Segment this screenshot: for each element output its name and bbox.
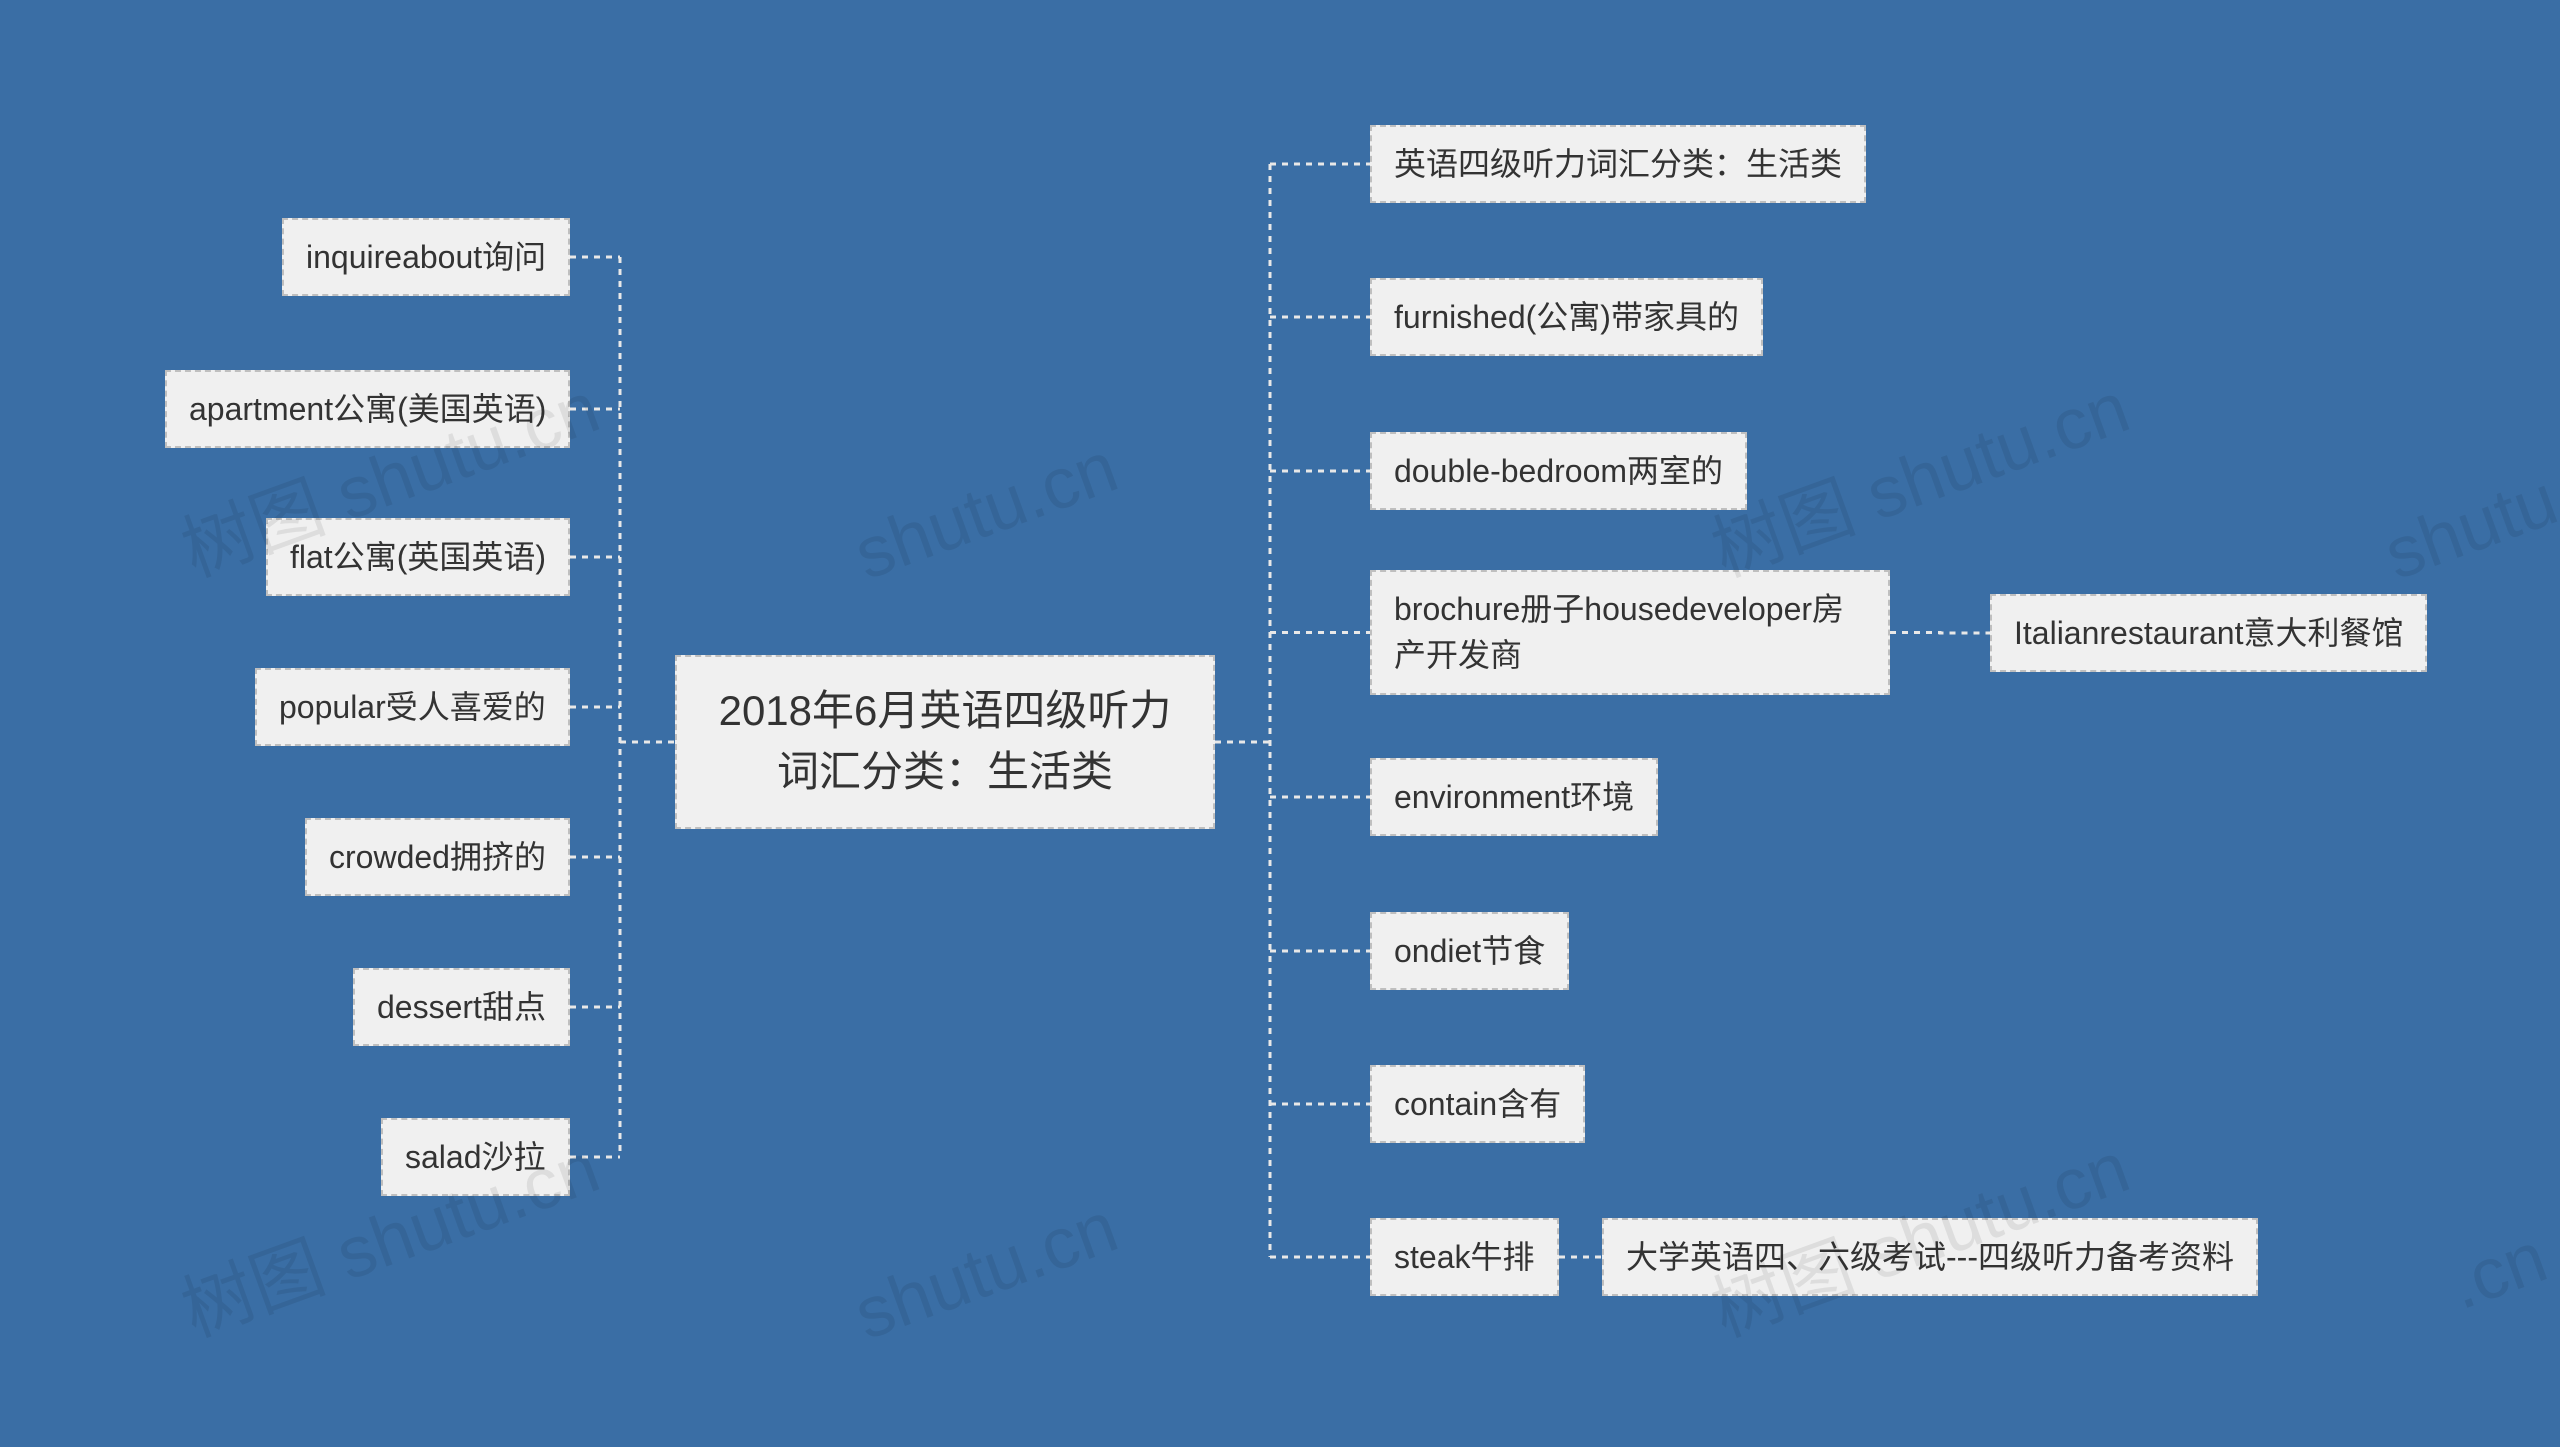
right-node-2: double-bedroom两室的	[1370, 432, 1747, 510]
right-node-1: furnished(公寓)带家具的	[1370, 278, 1763, 356]
right-node-0: 英语四级听力词汇分类：生活类	[1370, 125, 1866, 203]
right-node-4: environment环境	[1370, 758, 1658, 836]
watermark-3: shutu.cn	[2374, 426, 2560, 596]
left-node-6: salad沙拉	[381, 1118, 570, 1196]
connector	[1890, 633, 1990, 634]
left-node-3: popular受人喜爱的	[255, 668, 570, 746]
left-node-0: inquireabout询问	[282, 218, 570, 296]
right-node-5: ondiet节食	[1370, 912, 1569, 990]
left-node-2: flat公寓(英国英语)	[266, 518, 570, 596]
right-node-7: steak牛排	[1370, 1218, 1559, 1296]
right-node-3: brochure册子housedeveloper房产开发商	[1370, 570, 1890, 695]
watermark-2: 树图 shutu.cn	[1695, 349, 2141, 597]
right-node-3-child: Italianrestaurant意大利餐馆	[1990, 594, 2427, 672]
left-node-1: apartment公寓(美国英语)	[165, 370, 570, 448]
right-node-6: contain含有	[1370, 1065, 1585, 1143]
watermark-1: shutu.cn	[844, 426, 1128, 596]
watermark-7: .cn	[2439, 1216, 2557, 1326]
mindmap-canvas: 2018年6月英语四级听力词汇分类：生活类 inquireabout询问 apart…	[0, 0, 2560, 1447]
left-node-4: crowded拥挤的	[305, 818, 570, 896]
center-node: 2018年6月英语四级听力词汇分类：生活类	[675, 655, 1215, 829]
left-node-5: dessert甜点	[353, 968, 570, 1046]
right-node-7-child: 大学英语四、六级考试---四级听力备考资料	[1602, 1218, 2258, 1296]
watermark-5: shutu.cn	[844, 1186, 1128, 1356]
